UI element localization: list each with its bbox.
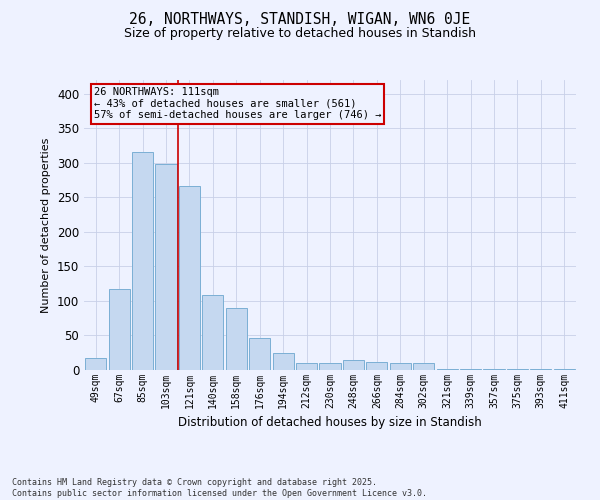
Y-axis label: Number of detached properties: Number of detached properties [41, 138, 52, 312]
Bar [179, 186, 200, 370]
Bar [155, 164, 176, 370]
Bar [249, 338, 270, 370]
Bar [226, 308, 247, 370]
X-axis label: Distribution of detached houses by size in Standish: Distribution of detached houses by size … [178, 416, 482, 430]
Bar [202, 296, 223, 370]
Bar [296, 363, 317, 370]
Bar [413, 363, 434, 370]
Bar [272, 352, 293, 370]
Text: 26 NORTHWAYS: 111sqm
← 43% of detached houses are smaller (561)
57% of semi-deta: 26 NORTHWAYS: 111sqm ← 43% of detached h… [94, 87, 382, 120]
Bar [390, 363, 411, 370]
Bar [319, 363, 341, 370]
Bar [460, 368, 481, 370]
Bar [367, 362, 388, 370]
Bar [85, 358, 106, 370]
Bar [437, 368, 458, 370]
Text: Size of property relative to detached houses in Standish: Size of property relative to detached ho… [124, 28, 476, 40]
Bar [507, 368, 528, 370]
Text: Contains HM Land Registry data © Crown copyright and database right 2025.
Contai: Contains HM Land Registry data © Crown c… [12, 478, 427, 498]
Text: 26, NORTHWAYS, STANDISH, WIGAN, WN6 0JE: 26, NORTHWAYS, STANDISH, WIGAN, WN6 0JE [130, 12, 470, 28]
Bar [343, 360, 364, 370]
Bar [109, 288, 130, 370]
Bar [132, 152, 153, 370]
